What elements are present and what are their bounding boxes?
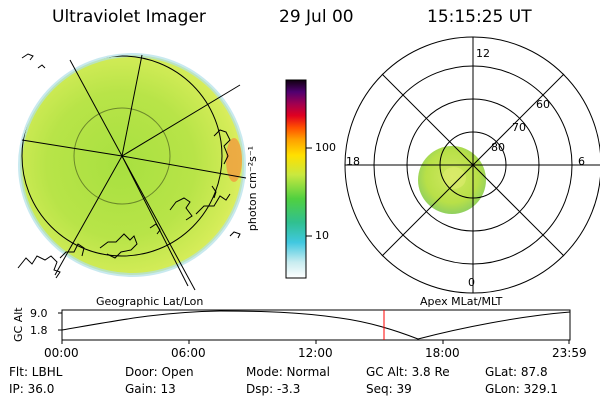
earth-disk — [20, 55, 244, 275]
timeline-xtick-1800: 18:00 — [425, 346, 460, 360]
mlt-label-18: 18 — [346, 155, 360, 168]
auroral-oval-hole — [442, 167, 466, 189]
colorbar — [285, 79, 312, 279]
colorbar-gradient — [285, 79, 307, 279]
gain-info: Gain: 13 — [125, 382, 176, 396]
timeline-ytick-min: 1.8 — [30, 324, 48, 337]
mlt-label-0: 0 — [468, 276, 475, 289]
filter-info: Flt: LBHL — [9, 365, 63, 379]
colorbar-tick-10: 10 — [315, 229, 329, 242]
coastlines — [17, 53, 241, 279]
dsp-info: Dsp: -3.3 — [246, 382, 301, 396]
mlt-label-6: 6 — [578, 155, 585, 168]
colorbar-tick-100: 100 — [315, 141, 336, 154]
dayside-bright-patch — [226, 138, 242, 182]
ip-info: IP: 36.0 — [9, 382, 55, 396]
longitude-lines — [21, 54, 247, 291]
timeline-xtick-2359: 23:59 — [552, 346, 587, 360]
observation-time: 15:15:25 UT — [427, 7, 532, 27]
door-info: Door: Open — [125, 365, 194, 379]
left-panel-caption: Geographic Lat/Lon — [96, 295, 204, 308]
latitude-circle-outer — [21, 55, 223, 257]
colorbar-unit-label: photon cm⁻²s⁻¹ — [246, 145, 260, 232]
observation-date: 29 Jul 00 — [279, 7, 354, 27]
latitude-circle-inner — [73, 107, 171, 205]
timeline-xtick-1200: 12:00 — [298, 346, 333, 360]
altitude-timeline — [58, 309, 571, 344]
timeline-ylabel: GC Alt — [12, 307, 25, 342]
mlat-label-80: 80 — [491, 141, 505, 154]
geographic-image-panel — [17, 53, 247, 291]
instrument-title: Ultraviolet Imager — [52, 7, 206, 27]
polar-plot-panel — [344, 36, 600, 294]
mlat-label-70: 70 — [512, 121, 526, 134]
timeline-ytick-max: 9.0 — [30, 307, 48, 320]
mlt-label-12: 12 — [476, 47, 490, 60]
altitude-curve — [61, 310, 571, 340]
right-panel-caption: Apex MLat/MLT — [420, 295, 503, 308]
mode-info: Mode: Normal — [246, 365, 330, 379]
sequence-info: Seq: 39 — [366, 382, 412, 396]
timeline-frame — [61, 309, 571, 341]
geo-longitude-info: GLon: 329.1 — [485, 382, 558, 396]
gc-altitude-info: GC Alt: 3.8 Re — [366, 365, 450, 379]
disk-limb-glow — [18, 53, 246, 277]
geo-latitude-info: GLat: 87.8 — [485, 365, 548, 379]
timeline-xtick-0600: 06:00 — [171, 346, 206, 360]
timeline-xtick-0000: 00:00 — [44, 346, 79, 360]
mlat-label-60: 60 — [536, 98, 550, 111]
